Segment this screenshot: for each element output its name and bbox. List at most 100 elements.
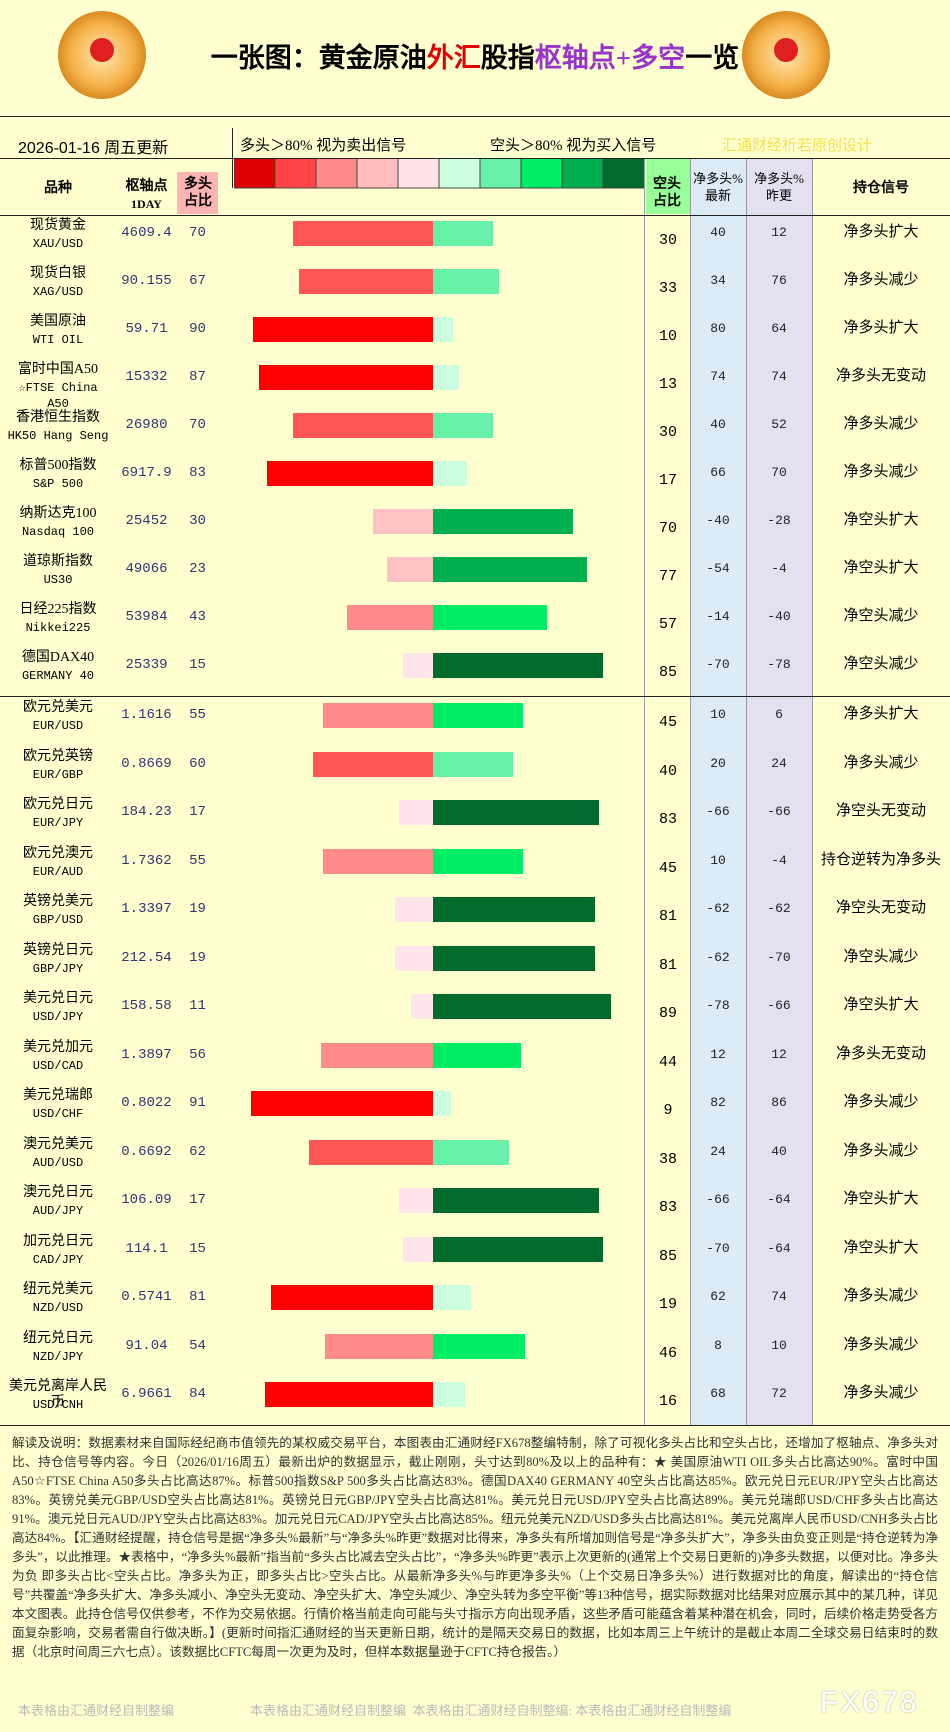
net-latest: 34 xyxy=(710,273,726,288)
pivot: 15332 xyxy=(125,369,168,385)
long-pct: 81 xyxy=(189,1289,206,1305)
long-bar xyxy=(325,1333,433,1359)
col-header: 多头占比 xyxy=(184,177,212,209)
long-pct: 55 xyxy=(189,707,206,723)
short-pct: 83 xyxy=(658,1199,677,1216)
name: 欧元兑澳元 xyxy=(23,845,93,861)
name: 美元兑离岸人民币 xyxy=(9,1379,107,1410)
signal: 净多头无变动 xyxy=(835,368,926,384)
title-part: 枢轴点+多空 xyxy=(534,43,686,73)
net-prev: 52 xyxy=(771,417,787,432)
signal: 净空头无变动 xyxy=(835,900,926,916)
long-pct: 30 xyxy=(189,513,206,529)
pivot: 184.23 xyxy=(121,804,172,820)
short-pct: 33 xyxy=(658,280,677,297)
name: 欧元兑英镑 xyxy=(23,748,93,764)
net-prev: -28 xyxy=(767,513,791,528)
net-prev: -78 xyxy=(767,657,791,672)
signal: 净多头减少 xyxy=(843,1336,919,1353)
short-bar xyxy=(433,509,573,534)
code: ☆FTSE China A50 xyxy=(18,381,98,411)
short-pct: 16 xyxy=(658,1393,677,1410)
pivot: 59.71 xyxy=(125,321,168,337)
short-pct: 10 xyxy=(658,328,677,345)
short-pct: 81 xyxy=(658,908,677,925)
short-bar xyxy=(433,1382,465,1407)
column-line xyxy=(690,158,691,1425)
short-pct: 83 xyxy=(658,811,677,828)
net-prev: -64 xyxy=(767,1192,791,1207)
code: GERMANY 40 xyxy=(21,669,94,683)
signal: 净多头减少 xyxy=(843,464,919,480)
name: 欧元兑美元 xyxy=(23,700,93,715)
net-latest: 80 xyxy=(710,321,726,336)
code: EUR/AUD xyxy=(32,864,84,879)
signal: 净空头扩大 xyxy=(843,1239,919,1256)
short-pct: 44 xyxy=(658,1053,677,1071)
long-pct: 15 xyxy=(189,657,206,673)
short-bar xyxy=(433,221,493,246)
pivot: 0.6692 xyxy=(121,1143,172,1160)
column-line xyxy=(644,158,645,1425)
long-bar xyxy=(395,897,433,922)
long-bar xyxy=(347,605,433,630)
col-header: 品种 xyxy=(44,181,72,196)
short-bar xyxy=(433,365,459,390)
title-part: 外汇 xyxy=(426,43,481,73)
pivot: 6917.9 xyxy=(121,465,172,481)
logo-mark xyxy=(90,38,114,62)
net-latest: 68 xyxy=(710,1386,726,1401)
net-latest: -40 xyxy=(706,513,730,528)
name: 标普500指数 xyxy=(19,458,97,473)
swatch xyxy=(274,158,317,189)
swatch xyxy=(479,158,522,189)
net-latest: -54 xyxy=(706,561,730,576)
net-prev: 12 xyxy=(771,1046,787,1062)
code: NZD/USD xyxy=(32,1301,84,1315)
long-bar xyxy=(399,800,433,825)
code: Nasdaq 100 xyxy=(21,525,94,539)
name: 英镑兑日元 xyxy=(23,942,93,958)
signal: 净空头减少 xyxy=(843,608,919,624)
code: USD/JPY xyxy=(32,1010,84,1024)
pivot: 90.155 xyxy=(121,273,172,289)
signal: 净多头扩大 xyxy=(843,224,919,240)
code: EUR/GBP xyxy=(32,767,84,782)
watermark: 本表格由汇通财经自制整编 xyxy=(18,1703,175,1718)
short-bar xyxy=(433,1042,521,1068)
column-bg xyxy=(746,158,812,1425)
code: XAG/USD xyxy=(32,285,84,299)
short-bar xyxy=(433,461,467,486)
name: 富时中国A50 xyxy=(17,362,99,377)
short-bar xyxy=(433,269,499,294)
short-bar xyxy=(433,317,453,342)
long-pct: 19 xyxy=(189,901,206,917)
net-latest: 8 xyxy=(714,1337,722,1353)
net-prev: 86 xyxy=(771,1095,787,1110)
row-line xyxy=(0,1425,950,1426)
code: USD/CAD xyxy=(32,1058,84,1073)
name: 美元兑瑞郎 xyxy=(23,1088,93,1103)
short-pct: 81 xyxy=(658,956,677,974)
net-latest: -78 xyxy=(706,998,730,1013)
divider xyxy=(0,116,950,117)
long-pct: 54 xyxy=(189,1337,206,1354)
swatch xyxy=(356,158,399,189)
swatch xyxy=(602,158,645,189)
short-bar xyxy=(433,557,587,582)
long-bar xyxy=(265,1382,433,1407)
net-prev: -70 xyxy=(767,949,791,965)
col-header: 空头占比 xyxy=(653,177,681,209)
net-latest: -62 xyxy=(706,901,730,916)
net-prev: -66 xyxy=(767,998,791,1013)
name: 英镑兑美元 xyxy=(23,894,93,909)
swatch xyxy=(520,158,563,189)
pivot: 0.8669 xyxy=(121,755,172,772)
short-pct: 9 xyxy=(663,1102,673,1119)
logo-mark xyxy=(774,38,798,62)
long-bar xyxy=(293,221,433,246)
net-prev: 70 xyxy=(771,465,787,480)
swatch xyxy=(397,158,440,189)
legend-long: 多头＞80% 视为卖出信号 xyxy=(240,138,407,154)
signal: 净多头减少 xyxy=(843,1385,919,1401)
